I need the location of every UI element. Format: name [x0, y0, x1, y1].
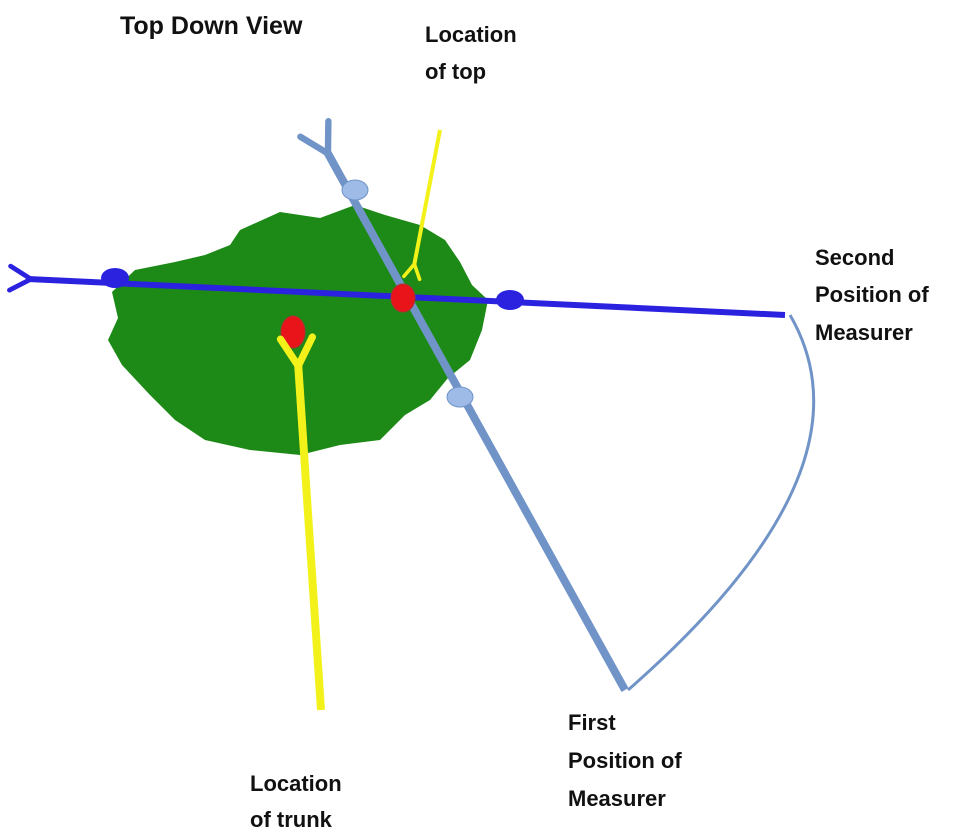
trunk-point: [280, 315, 306, 349]
label-line: Measurer: [815, 320, 913, 345]
sight-point: [101, 268, 129, 288]
label-line: of top: [425, 59, 486, 84]
label-line: Second: [815, 245, 894, 270]
trunk-arrow: [298, 362, 325, 711]
label-line: Measurer: [568, 786, 666, 811]
label-line: of trunk: [250, 807, 333, 832]
top-arrow: [414, 129, 442, 266]
label: Second Position of Measurer: [815, 245, 935, 345]
label-line: Position of: [815, 282, 929, 307]
first-sight-line: [326, 150, 629, 692]
label-line: Position of: [568, 748, 682, 773]
title: Top Down View: [120, 12, 303, 40]
top-point: [390, 283, 416, 313]
label: Location of top: [425, 22, 523, 84]
measurement-arc: [627, 314, 816, 692]
label: First Position of Measurer: [568, 710, 688, 811]
label: Location of trunk: [250, 771, 348, 832]
label-line: Location: [250, 771, 342, 796]
sight-point: [496, 290, 524, 310]
sight-point: [446, 386, 474, 408]
label-line: First: [568, 710, 616, 735]
sight-point: [341, 179, 369, 201]
label-line: Location: [425, 22, 517, 47]
